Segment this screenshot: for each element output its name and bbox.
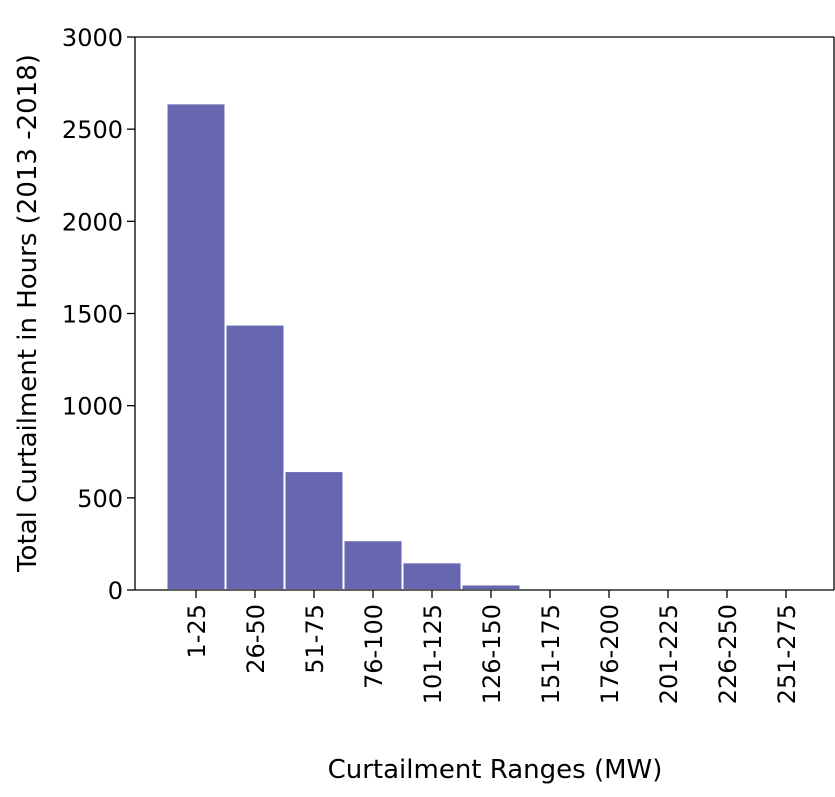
x-tick-label: 76-100	[360, 604, 388, 689]
x-axis-label: Curtailment Ranges (MW)	[328, 755, 663, 785]
x-tick-label: 1-25	[183, 604, 211, 658]
x-tick-label: 51-75	[301, 604, 329, 674]
x-tick-label: 226-250	[714, 604, 742, 704]
y-tick-label: 2000	[62, 208, 123, 236]
bar	[165, 102, 227, 592]
bar	[224, 323, 286, 591]
x-tick-label: 101-125	[419, 604, 447, 704]
x-tick-label: 251-275	[773, 604, 801, 704]
x-tick-label: 151-175	[537, 604, 565, 704]
bar	[342, 539, 404, 591]
y-tick-label: 3000	[62, 24, 123, 52]
y-tick-label: 0	[108, 577, 123, 605]
bar	[460, 583, 522, 591]
y-tick-label: 2500	[62, 116, 123, 144]
y-tick-label: 500	[77, 485, 123, 513]
x-tick-label: 176-200	[596, 604, 624, 704]
x-tick-label: 201-225	[655, 604, 683, 704]
y-tick-label: 1500	[62, 301, 123, 329]
bar	[283, 470, 345, 592]
bar	[401, 561, 463, 591]
x-tick-label: 26-50	[242, 604, 270, 674]
y-tick-label: 1000	[62, 393, 123, 421]
x-tick-label: 126-150	[478, 604, 506, 704]
y-axis-label: Total Curtailment in Hours (2013 -2018)	[13, 54, 43, 573]
